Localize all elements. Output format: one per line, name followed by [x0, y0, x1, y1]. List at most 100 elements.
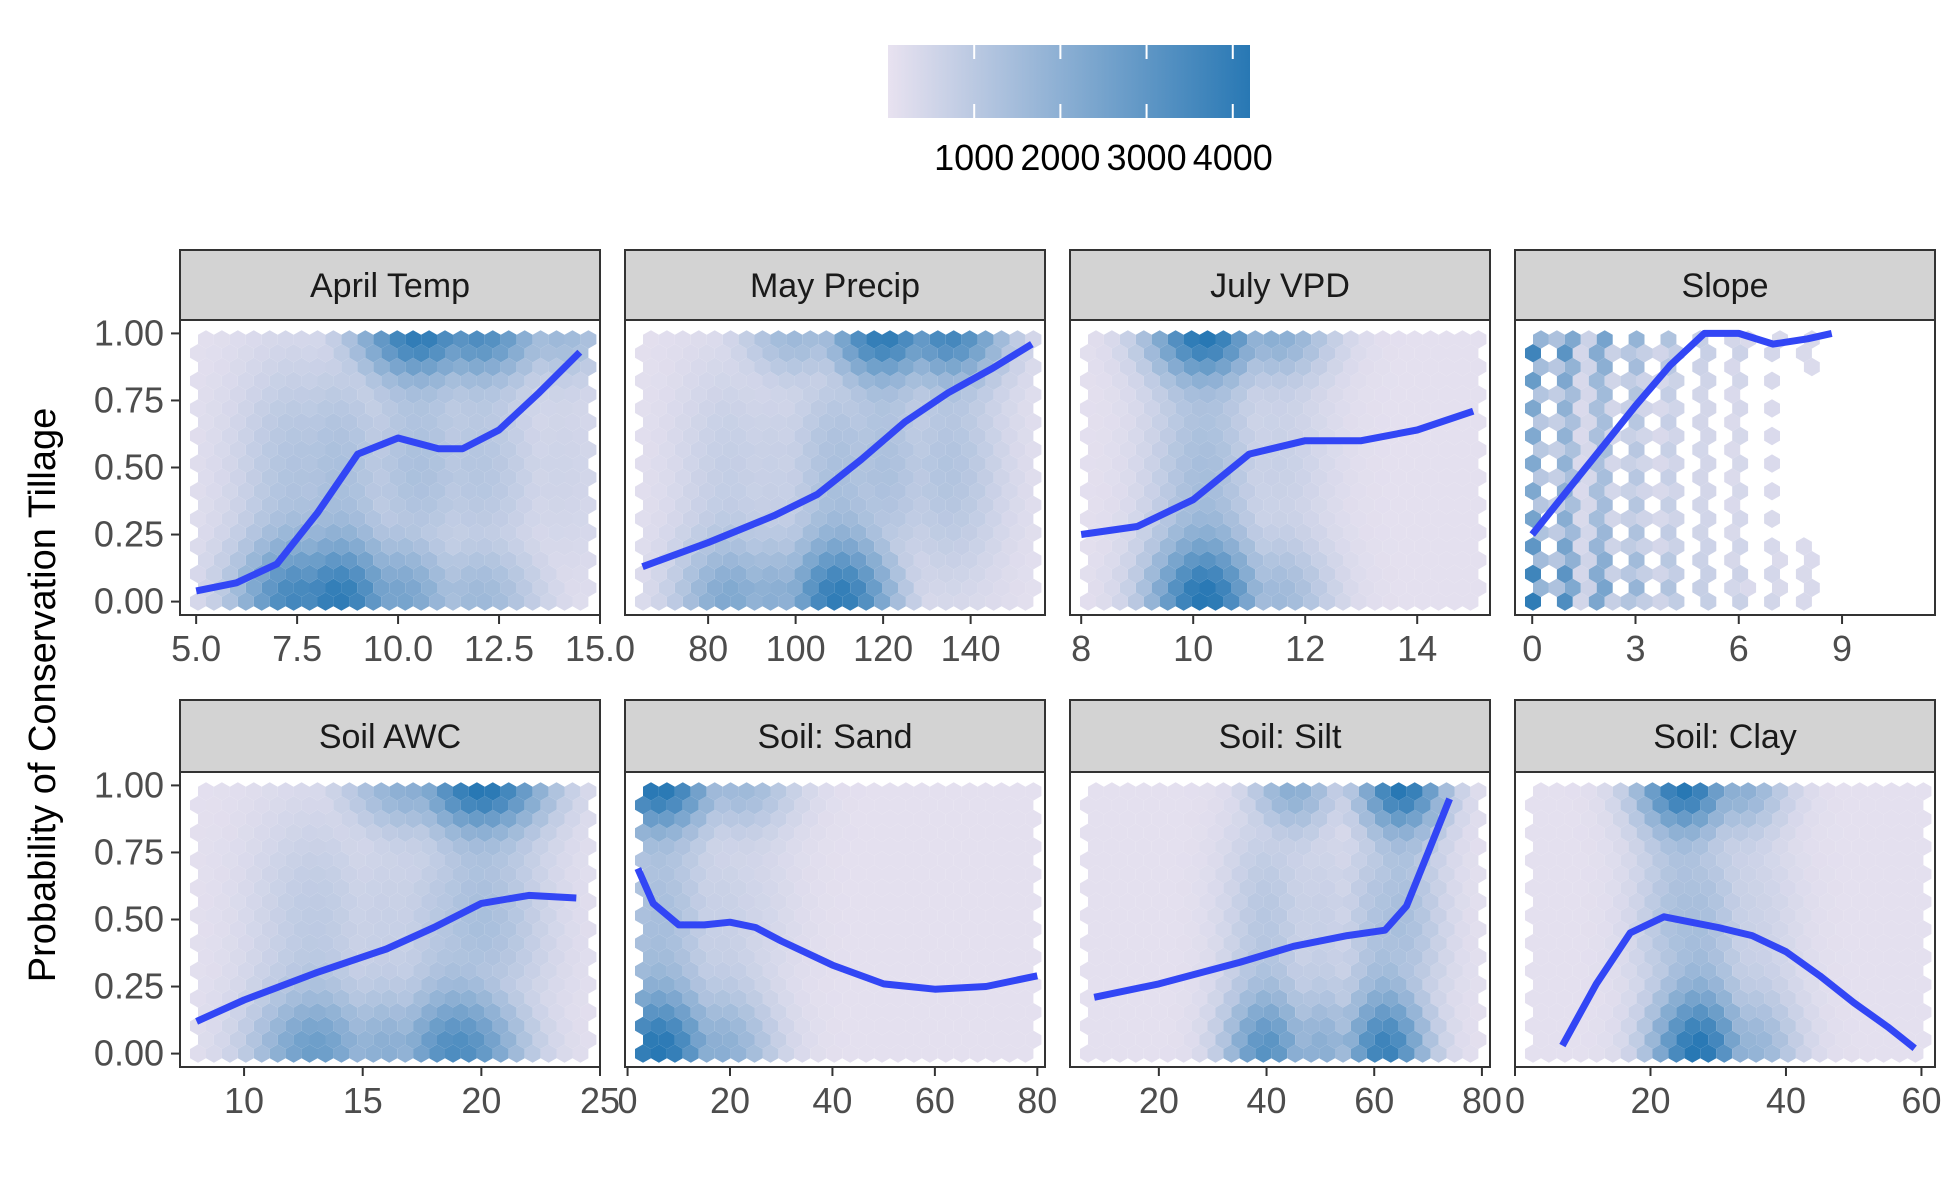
- hexbin-cell: [1151, 495, 1168, 515]
- hexbin-cell: [524, 961, 541, 980]
- legend-tick-label: 1000: [934, 137, 1014, 178]
- hexbin-cell: [993, 523, 1010, 542]
- hexbin-cell: [961, 865, 978, 884]
- hexbin-cell: [770, 947, 787, 967]
- hexbin-cell: [445, 796, 461, 815]
- hexbin-cell: [453, 357, 469, 377]
- hexbin-cell: [834, 357, 851, 377]
- hexbin-cell: [397, 537, 414, 556]
- hexbin-cell: [1859, 823, 1876, 842]
- hexbin-cell: [985, 906, 1002, 925]
- hexbin-cell: [1191, 592, 1208, 611]
- hexbin-cell: [1859, 878, 1876, 898]
- hexbin-cell: [810, 371, 827, 390]
- hexbin-cell: [1604, 509, 1621, 528]
- hexbin-cell: [1239, 399, 1256, 418]
- hexbin-cell: [1295, 1003, 1312, 1022]
- hexbin-cell: [1764, 878, 1780, 898]
- hexbin-cell: [1732, 1016, 1749, 1036]
- hexbin-cell: [1175, 592, 1192, 611]
- hexbin-cell: [945, 865, 962, 884]
- hexbin-cell: [1788, 1030, 1804, 1049]
- y-tick-label: 0.50: [94, 899, 164, 940]
- hexbin-cell: [1700, 426, 1717, 446]
- hexbin-cell: [1398, 399, 1415, 418]
- hexbin-cell: [1772, 975, 1788, 994]
- hexbin-cell: [261, 809, 278, 829]
- hexbin-cell: [1271, 426, 1288, 446]
- hexbin-cell: [341, 330, 358, 349]
- hexbin-cell: [905, 482, 922, 501]
- hexbin-cell: [674, 1003, 691, 1022]
- hexbin-cell: [1374, 1003, 1391, 1022]
- hexbin-cell: [834, 865, 851, 884]
- hexbin-cell: [842, 371, 859, 390]
- hexbin-cell: [1572, 509, 1589, 528]
- hexbin-cell: [1548, 523, 1565, 542]
- hexbin-cell: [1883, 865, 1900, 884]
- hexbin-cell: [834, 385, 851, 404]
- hexbin-cell: [921, 989, 938, 1008]
- hexbin-cell: [1001, 592, 1018, 611]
- hexbin-cell: [993, 947, 1010, 967]
- hexbin-cell: [1382, 564, 1399, 584]
- hexbin-cell: [754, 440, 771, 459]
- hexbin-cell: [1239, 509, 1256, 528]
- hexbin-cell: [1366, 344, 1383, 363]
- hexbin-cell: [317, 851, 334, 870]
- hexbin-cell: [1572, 426, 1589, 446]
- hexbin-cell: [1303, 878, 1320, 898]
- hexbin-cell: [1279, 385, 1296, 404]
- legend-tick-label: 4000: [1193, 137, 1273, 178]
- hexbin-cell: [1358, 892, 1375, 911]
- hexbin-cell: [690, 440, 707, 459]
- x-tick-label: 0: [1522, 628, 1542, 669]
- hexbin-cell: [993, 1003, 1010, 1022]
- hexbin-cell: [1732, 482, 1749, 501]
- hexbin-cell: [1740, 892, 1757, 911]
- hexbin-cell: [643, 809, 659, 829]
- hexbin-cell: [389, 551, 406, 570]
- hexbin-cell: [826, 371, 843, 390]
- hexbin-cell: [580, 947, 597, 967]
- hexbin-cell: [1143, 851, 1160, 870]
- hexbin-cell: [261, 865, 278, 884]
- hexbin-cell: [524, 537, 541, 556]
- hexbin-cell: [1740, 865, 1757, 884]
- hexbin-cell: [1159, 878, 1176, 898]
- hexbin-cell: [206, 796, 222, 815]
- hexbin-cell: [1446, 961, 1463, 980]
- hexbin-cell: [373, 920, 390, 939]
- hexbin-cell: [221, 509, 238, 528]
- hexbin-cell: [1303, 344, 1320, 363]
- hexbin-cell: [826, 592, 843, 611]
- hexbin-cell: [1732, 823, 1749, 842]
- hexbin-cell: [1390, 947, 1407, 967]
- hexbin-cell: [1390, 837, 1407, 856]
- hexbin-cell: [1271, 482, 1288, 501]
- hexbin-cell: [572, 426, 589, 446]
- hexbin-cell: [1564, 385, 1581, 404]
- hexbin-cell: [953, 796, 970, 815]
- hexbin-cell: [1580, 865, 1597, 884]
- hexbin-cell: [953, 344, 970, 363]
- hexbin-cell: [1366, 564, 1383, 584]
- hexbin-cell: [524, 454, 541, 473]
- hexbin-cell: [1398, 564, 1415, 584]
- hexbin-cell: [1127, 906, 1144, 925]
- hexbin-cell: [1438, 865, 1455, 884]
- hexbin-cell: [1390, 809, 1407, 829]
- hexbin-cell: [1343, 385, 1359, 404]
- hexbin-cell: [898, 837, 914, 856]
- hexbin-cell: [1764, 851, 1780, 870]
- hexbin-cell: [365, 796, 382, 815]
- hexbin-cell: [1716, 823, 1733, 842]
- hexbin-cell: [1327, 495, 1343, 515]
- hexbin-cell: [866, 782, 882, 801]
- hexbin-cell: [1708, 837, 1725, 856]
- hexbin-cell: [698, 823, 715, 842]
- hexbin-cell: [269, 399, 286, 418]
- hexbin-cell: [1764, 823, 1780, 842]
- hexbin-cell: [929, 920, 946, 939]
- hexbin-cell: [706, 440, 723, 459]
